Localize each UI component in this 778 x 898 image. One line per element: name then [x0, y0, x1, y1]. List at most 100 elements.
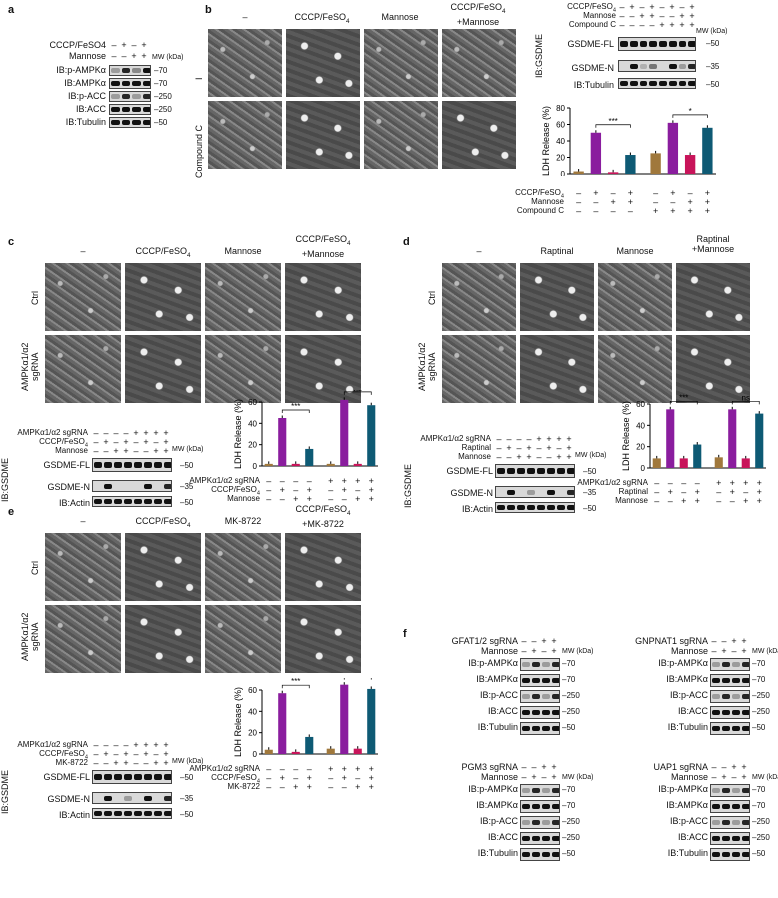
sign: –	[531, 762, 537, 772]
micrograph-image	[124, 334, 202, 404]
blot-band	[678, 63, 687, 69]
blot-band	[94, 811, 102, 816]
blot-band	[104, 795, 112, 801]
sign: +	[355, 494, 361, 504]
y-axis-label: LDH Release (%)	[541, 106, 551, 176]
blot-band	[732, 709, 740, 716]
sign: –	[143, 446, 149, 456]
sign: +	[566, 452, 572, 462]
sign: –	[653, 188, 659, 198]
blot-band	[114, 462, 122, 468]
sign: –	[694, 478, 700, 488]
blot-band	[164, 811, 171, 816]
row-label-i: I	[194, 77, 204, 80]
blot-band	[712, 709, 720, 716]
blot-band	[649, 41, 657, 47]
actin-label: IB:Actin	[58, 498, 90, 508]
actin-label: IB:Actin	[58, 810, 90, 820]
sign: –	[306, 476, 312, 486]
blot-label: IB:p-ACC	[479, 690, 518, 700]
sign: +	[526, 452, 532, 462]
sign: –	[516, 434, 522, 444]
blot-label: IB:AMPKα	[476, 674, 518, 684]
sign: +	[610, 197, 616, 207]
sign: –	[716, 487, 722, 497]
bar	[340, 684, 349, 754]
mw-label: MW (kDa)	[152, 54, 184, 61]
sign: –	[743, 487, 749, 497]
gsdme-n-label: GSDME-N	[47, 794, 91, 804]
sign: –	[506, 434, 512, 444]
significance-bracket	[281, 409, 310, 413]
sign: +	[689, 11, 695, 21]
mw-marker: –50	[180, 773, 194, 782]
blot-band	[134, 811, 142, 816]
blot-label: IB:ACC	[487, 706, 518, 716]
blot-band	[532, 709, 540, 716]
blot-label: IB:p-ACC	[669, 816, 708, 826]
blot-strip	[520, 674, 560, 687]
sign: –	[536, 452, 542, 462]
sign: +	[531, 772, 537, 782]
blot-band	[527, 468, 535, 474]
micrograph-image	[675, 334, 751, 404]
y-tick-label: 60	[248, 686, 257, 695]
sign: +	[143, 437, 149, 447]
blot-band	[629, 81, 638, 86]
significance-label: ***	[291, 678, 300, 686]
sign: +	[659, 20, 665, 30]
sign: +	[536, 434, 542, 444]
mw-marker: –50	[706, 80, 720, 89]
bar	[278, 693, 287, 754]
gsdme-fl-label: GSDME-FL	[567, 39, 614, 49]
micrograph-image	[363, 100, 439, 170]
significance-label: ***	[608, 117, 617, 126]
blot-band	[132, 68, 141, 73]
blot-band	[532, 819, 540, 826]
sign: +	[551, 762, 557, 772]
sign: –	[711, 646, 717, 656]
blot-label: IB:p-ACC	[479, 816, 518, 826]
subscript: 4	[84, 754, 88, 761]
bar	[714, 457, 723, 468]
subscript: 4	[502, 7, 506, 15]
sign: +	[566, 443, 572, 453]
subscript: 4	[612, 7, 616, 14]
micrograph-image	[285, 100, 361, 170]
y-tick-label: 80	[556, 104, 565, 113]
panel-b: – CCCP/FeSO4 Mannose CCCP/FeSO4 +Mannose I …	[0, 0, 778, 230]
blot-band	[522, 835, 530, 842]
gsdme-fl-label: GSDME-FL	[43, 772, 90, 782]
sign: +	[652, 206, 659, 216]
sign: –	[328, 494, 334, 504]
mw-marker: –50	[180, 461, 194, 470]
panel-d: – Raptinal Mannose Raptinal +Mannose Ctrl AMP…	[395, 234, 778, 514]
sign: +	[627, 188, 633, 198]
blot-band	[668, 63, 677, 69]
micrograph-image	[597, 334, 673, 404]
blot-band	[104, 499, 112, 504]
blot-band	[142, 68, 150, 73]
blot-band	[649, 81, 657, 86]
blot-band	[732, 725, 740, 732]
sign: +	[143, 428, 149, 438]
micrograph-image	[441, 334, 517, 404]
blot-band	[542, 819, 550, 826]
sign: +	[103, 437, 109, 447]
blot-band	[552, 693, 559, 700]
blot-band	[154, 462, 162, 468]
sign: +	[123, 446, 129, 456]
sign: +	[679, 20, 685, 30]
sign: +	[328, 476, 334, 486]
sign: +	[670, 206, 676, 216]
blot-label: IB:Tubulin	[477, 722, 518, 732]
blot-band	[732, 677, 740, 684]
blot-band	[712, 677, 720, 684]
blot-band	[552, 835, 559, 842]
sign: +	[355, 764, 361, 774]
sign: –	[546, 452, 552, 462]
sign: –	[654, 496, 660, 506]
blot-band	[142, 107, 150, 112]
blot-band	[732, 803, 740, 810]
blot-label: IB:AMPKα	[666, 674, 708, 684]
